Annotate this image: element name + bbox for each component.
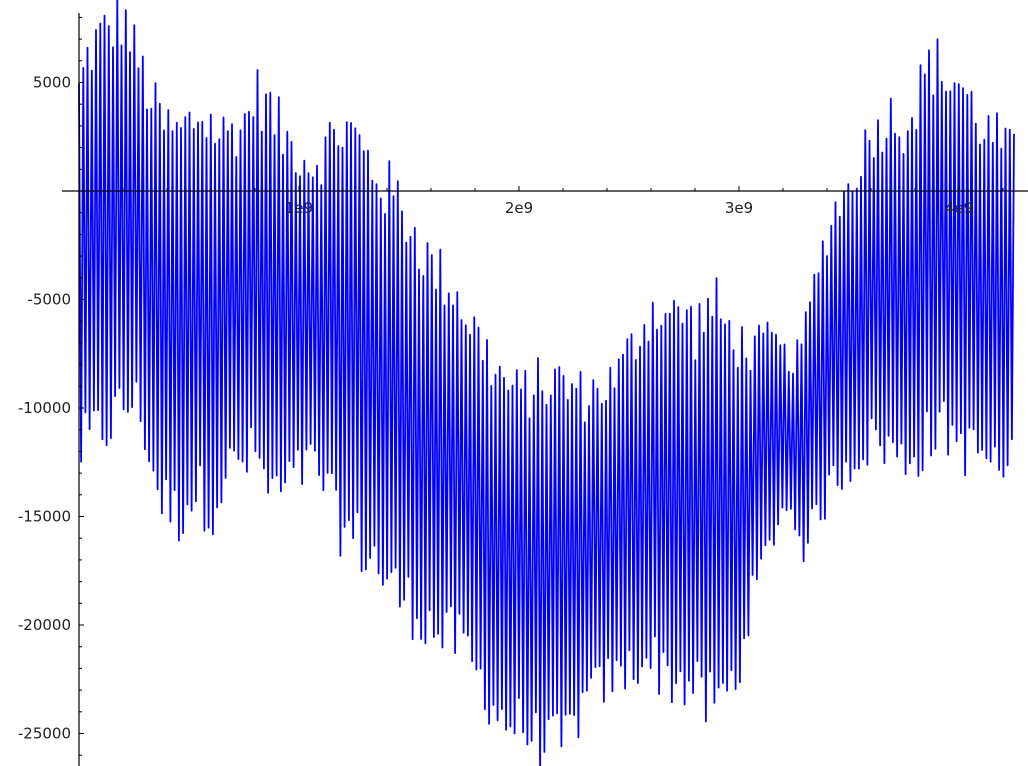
y-tick-label: -5000 xyxy=(27,291,71,309)
axes-layer: 1e9 2e9 3e9 4e9 5000 -5000 -10000 -15000 -20000 -… xyxy=(18,13,1028,766)
y-tick-label: -25000 xyxy=(18,725,71,743)
x-tick-label: 3e9 xyxy=(725,199,753,217)
x-tick-label: 4e9 xyxy=(945,199,973,217)
series-layer xyxy=(78,0,1015,766)
y-tick-label: 5000 xyxy=(33,74,71,92)
y-tick-label: -20000 xyxy=(18,616,71,634)
x-tick-label: 1e9 xyxy=(285,199,313,217)
y-tick-label: -15000 xyxy=(18,508,71,526)
series-line xyxy=(78,0,1015,766)
x-tick-label: 2e9 xyxy=(505,199,533,217)
y-tick-label: -10000 xyxy=(18,399,71,417)
